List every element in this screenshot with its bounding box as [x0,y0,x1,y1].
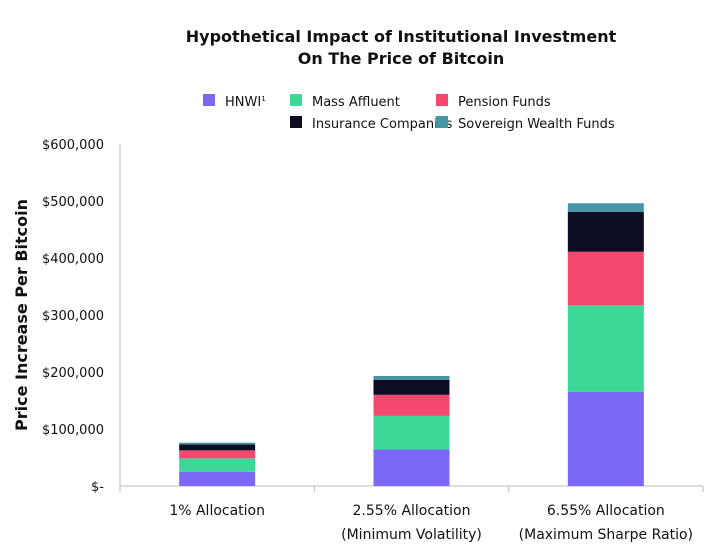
legend-swatch [203,94,215,106]
y-tick-label: $600,000 [42,138,104,153]
bar-segment-sovereign-wealth-funds [373,375,450,380]
bar-segment-hnwi [179,471,256,486]
x-tick-label: 1% Allocation [169,503,265,519]
x-tick-label: 2.55% Allocation [353,503,471,519]
bar-segment-mass-affluent [567,305,644,392]
y-tick-label: $300,000 [42,309,104,324]
y-tick-label: $- [91,480,104,495]
chart-title-line-1: Hypothetical Impact of Institutional Inv… [186,27,617,46]
y-tick-label: $100,000 [42,423,104,438]
x-tick-label: (Maximum Sharpe Ratio) [519,527,693,543]
bar-segment-insurance-companies [567,211,644,252]
bar-segment-hnwi [567,391,644,486]
y-tick-label: $200,000 [42,366,104,381]
bar-segment-mass-affluent [179,458,256,472]
bar-segment-pension-funds [373,394,450,416]
bar-segment-sovereign-wealth-funds [567,203,644,212]
legend: HNWI1 Mass Affluent Pension Funds Insurance… [203,94,615,132]
bar-segment-pension-funds [567,251,644,306]
x-tick-label: 6.55% Allocation [547,503,665,519]
bar-segment-insurance-companies [373,379,450,395]
x-tick-label: (Minimum Volatility) [341,527,482,543]
legend-superscript: 1 [261,95,265,103]
bar-segment-hnwi [373,449,450,486]
legend-swatch [436,116,448,128]
legend-label: Pension Funds [458,95,551,110]
legend-label: Insurance Companies [312,117,453,132]
bar-segment-pension-funds [179,450,256,459]
bars [179,203,644,486]
chart-title-line-2: On The Price of Bitcoin [298,49,505,68]
legend-swatch [436,94,448,106]
legend-label: Mass Affluent [312,95,400,110]
bar-segment-insurance-companies [179,444,256,451]
axes: $- $100,000 $200,000 $300,000 $400,000 $500,0… [42,138,704,543]
legend-label: HNWI1 [225,95,266,110]
y-tick-label: $400,000 [42,252,104,267]
legend-swatch [290,94,302,106]
bar-segment-mass-affluent [373,415,450,450]
y-axis-label: Price Increase Per Bitcoin [12,199,31,431]
legend-label: Sovereign Wealth Funds [458,117,615,132]
y-tick-label: $500,000 [42,195,104,210]
legend-swatch [290,116,302,128]
bar-segment-sovereign-wealth-funds [179,442,256,445]
